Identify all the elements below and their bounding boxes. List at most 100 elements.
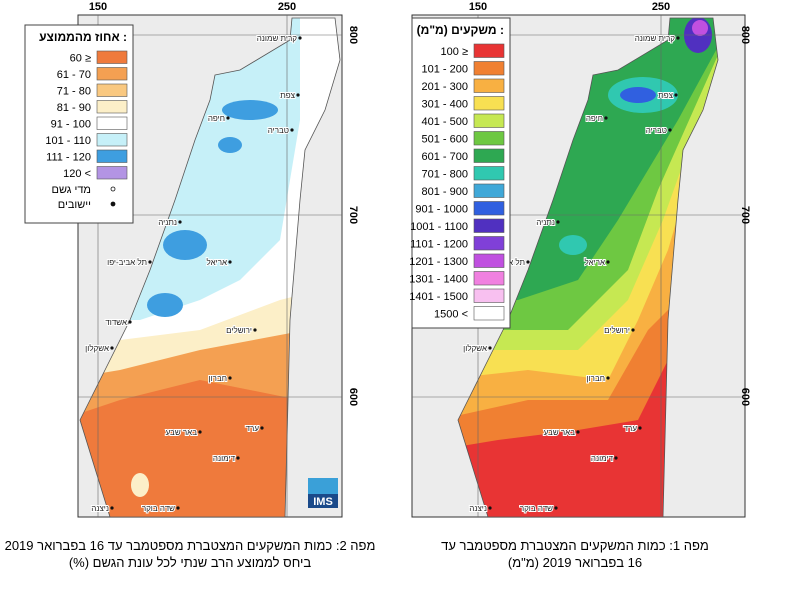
town-dot xyxy=(260,426,264,430)
place-label: ערד xyxy=(246,424,260,433)
ims-logo: IMS xyxy=(308,478,338,508)
town-dot xyxy=(228,376,232,380)
place-label: אשדוד xyxy=(105,318,127,327)
place-label: דימונה xyxy=(213,454,236,463)
legend-swatch xyxy=(96,67,128,81)
place-label: חיפה xyxy=(208,114,225,123)
town-dot xyxy=(556,220,560,224)
grid-label: 150 xyxy=(469,1,487,13)
legend-label: 201 - 300 xyxy=(422,81,468,93)
town-dot xyxy=(228,260,232,264)
town-dot xyxy=(110,506,114,510)
town-dot xyxy=(253,328,257,332)
town-dot xyxy=(526,260,530,264)
place-label: חיפה xyxy=(586,114,603,123)
grid-label: 800 xyxy=(347,26,359,44)
town-dot xyxy=(554,506,558,510)
grid-label: 700 xyxy=(739,206,751,224)
map-caption: מפה 1: כמות המשקעים המצטברת מספטמבר עד xyxy=(441,538,709,553)
town-dot xyxy=(110,346,114,350)
legend-swatch xyxy=(96,166,128,180)
place-label: חברון xyxy=(587,374,605,383)
legend-swatch xyxy=(473,131,505,146)
place-label: דימונה xyxy=(591,454,614,463)
place-label: נתניה xyxy=(536,218,555,227)
town-dot xyxy=(178,220,182,224)
legend-swatch xyxy=(473,113,505,128)
legend-label: 901 - 1000 xyxy=(415,203,468,215)
legend-label: 1101 - 1200 xyxy=(410,238,468,250)
place-label: תל אביב-יפו xyxy=(107,258,147,267)
legend-swatch xyxy=(473,43,505,58)
town-dot xyxy=(631,328,635,332)
place-label: צפת xyxy=(658,91,673,100)
place-label: נתניה xyxy=(158,218,177,227)
legend-swatch xyxy=(473,271,505,286)
place-label: טבריה xyxy=(646,126,667,135)
town-dot xyxy=(236,456,240,460)
place-label: ירושלים xyxy=(604,326,630,335)
legend-swatch xyxy=(473,236,505,251)
place-label: שדה בוקר xyxy=(142,504,175,513)
place-label: ירושלים xyxy=(226,326,252,335)
legend-label: 1201 - 1300 xyxy=(409,256,468,268)
legend-label: 81 - 90 xyxy=(57,102,91,114)
legend-symbol xyxy=(110,186,116,192)
place-label: דימונה xyxy=(591,454,614,463)
legend-swatch xyxy=(473,253,505,268)
town-dot xyxy=(674,93,678,97)
legend-label: 601 - 700 xyxy=(422,151,468,163)
place-label: קרית שמונה xyxy=(635,34,676,43)
place-label: קרית שמונה xyxy=(635,34,676,43)
grid-label: 150 xyxy=(89,1,107,13)
legend-swatch xyxy=(96,100,128,114)
grid-label: 250 xyxy=(278,1,296,13)
legend-label: 301 - 400 xyxy=(422,98,468,110)
place-label: חיפה xyxy=(586,114,603,123)
legend-label: 701 - 800 xyxy=(422,168,468,180)
legend-symbol xyxy=(110,201,116,207)
town-dot xyxy=(226,116,230,120)
grid-label: 800 xyxy=(739,26,751,44)
grid-label: 600 xyxy=(347,388,359,406)
town-dot xyxy=(290,128,294,132)
town-dot xyxy=(576,430,580,434)
legend-label: 1500 < xyxy=(434,308,468,320)
place-label: חיפה xyxy=(208,114,225,123)
place-label: טבריה xyxy=(268,126,289,135)
town-dot xyxy=(604,116,608,120)
legend-label: 801 - 900 xyxy=(422,186,468,198)
map-caption: ביחס לממוצע הרב שנתי לכל עונת הגשם (%) xyxy=(69,555,312,570)
town-dot xyxy=(296,93,300,97)
place-label: אשקלון xyxy=(463,344,487,353)
legend-title: משקעים (מ"מ) : xyxy=(417,23,504,37)
place-label: צפת xyxy=(280,91,295,100)
place-label: אשקלון xyxy=(85,344,109,353)
place-label: אריאל xyxy=(207,258,227,267)
town-dot xyxy=(606,376,610,380)
town-dot xyxy=(676,36,680,40)
map-caption: 16 בפברואר 2019 (מ"מ) xyxy=(508,555,642,570)
grid-label: 600 xyxy=(739,388,751,406)
place-label: אריאל xyxy=(585,258,605,267)
legend-swatch xyxy=(473,201,505,216)
logo-text: IMS xyxy=(313,496,333,508)
place-label: ניצנה xyxy=(469,504,487,513)
legend-swatch xyxy=(96,149,128,163)
grid-label: 700 xyxy=(347,206,359,224)
town-dot xyxy=(198,430,202,434)
legend-label: 101 - 110 xyxy=(45,135,91,147)
legend-label: 111 - 120 xyxy=(46,151,91,163)
place-label: שדה בוקר xyxy=(520,504,553,513)
place-label: נתניה xyxy=(536,218,555,227)
legend-swatch xyxy=(96,83,128,97)
legend-swatch xyxy=(473,183,505,198)
legend-swatch xyxy=(473,166,505,181)
town-dot xyxy=(488,506,492,510)
town-dot xyxy=(606,260,610,264)
place-label: תל אביב-יפו xyxy=(107,258,147,267)
place-label: ניצנה xyxy=(469,504,487,513)
town-dot xyxy=(298,36,302,40)
